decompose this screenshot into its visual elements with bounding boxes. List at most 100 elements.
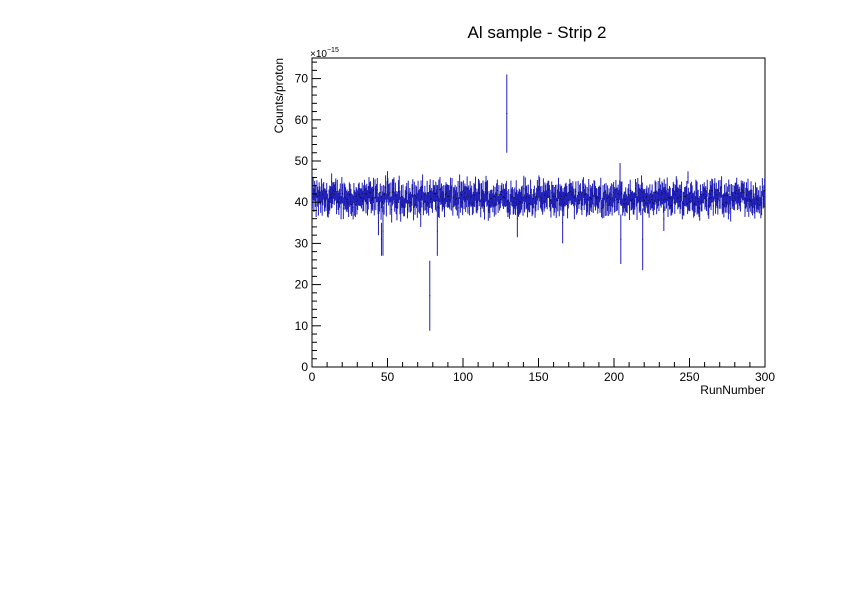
data-point xyxy=(761,191,763,216)
data-point xyxy=(407,199,409,219)
data-point xyxy=(496,179,498,202)
data-point xyxy=(761,178,763,197)
data-point xyxy=(603,192,605,218)
x-tick-label: 200 xyxy=(604,370,624,384)
data-point xyxy=(642,208,644,271)
data-point xyxy=(582,177,584,198)
data-point xyxy=(325,190,327,212)
data-point xyxy=(336,179,338,204)
data-point xyxy=(672,188,674,213)
data-point xyxy=(373,196,375,216)
data-point xyxy=(521,185,523,204)
y-tick-label: 50 xyxy=(295,154,309,168)
data-point xyxy=(636,195,638,220)
data-point xyxy=(743,181,745,204)
y-exponent-label: ×10−15 xyxy=(310,47,339,60)
axes-layer xyxy=(311,61,766,368)
data-point xyxy=(438,179,440,201)
data-point xyxy=(431,191,433,213)
data-point xyxy=(352,195,354,220)
data-point xyxy=(747,178,749,202)
data-point xyxy=(406,182,408,204)
data-point xyxy=(377,210,379,236)
data-point xyxy=(666,177,668,202)
data-point xyxy=(474,176,476,201)
data-point xyxy=(575,181,577,202)
data-point xyxy=(764,178,766,203)
data-point xyxy=(718,180,720,201)
data-point xyxy=(604,190,606,216)
data-point xyxy=(387,171,388,192)
data-point xyxy=(437,185,439,208)
data-point xyxy=(380,222,382,256)
data-point xyxy=(400,196,402,222)
y-exponent-power: −15 xyxy=(327,47,339,54)
data-point xyxy=(312,176,314,200)
data-point xyxy=(398,175,400,200)
data-point xyxy=(739,191,741,212)
data-point xyxy=(479,183,481,203)
data-point xyxy=(379,183,381,202)
x-tick-label: 0 xyxy=(309,370,316,384)
data-point xyxy=(587,194,589,216)
data-point xyxy=(407,180,409,204)
data-point xyxy=(436,206,438,256)
data-point xyxy=(342,197,344,220)
data-point xyxy=(422,174,424,201)
data-point xyxy=(459,174,461,200)
data-point xyxy=(443,184,445,207)
data-point xyxy=(729,184,731,205)
data-point xyxy=(712,196,714,216)
data-point xyxy=(382,206,384,256)
tick-labels: 0 50 100 150 200 250 300 0 10 20 30 40 50 60 70 xyxy=(295,72,776,384)
data-point xyxy=(562,202,564,244)
data-point xyxy=(648,194,650,218)
data-point xyxy=(383,192,385,215)
data-point xyxy=(728,179,730,192)
data-point xyxy=(605,183,607,203)
y-axis-label: Counts/proton xyxy=(272,58,286,133)
data-point xyxy=(516,200,518,238)
data-point xyxy=(320,178,322,203)
data-point xyxy=(508,189,510,213)
data-point xyxy=(640,188,642,216)
chart-title: Al sample - Strip 2 xyxy=(468,23,607,42)
y-tick-label: 40 xyxy=(295,195,309,209)
data-point xyxy=(730,195,732,222)
data-point xyxy=(326,182,328,200)
data-point xyxy=(413,181,415,208)
data-point xyxy=(619,163,621,201)
data-point xyxy=(620,214,622,264)
data-point xyxy=(558,177,560,200)
data-point xyxy=(542,178,544,204)
y-tick-label: 0 xyxy=(301,360,308,374)
data-point xyxy=(759,185,761,207)
data-point xyxy=(477,191,479,211)
data-point xyxy=(712,179,714,203)
x-axis-label: RunNumber xyxy=(700,383,765,397)
data-point xyxy=(592,194,594,213)
data-point xyxy=(705,190,707,212)
data-point xyxy=(340,195,342,220)
data-point xyxy=(718,192,720,209)
data-point xyxy=(621,181,623,206)
data-point xyxy=(728,195,730,214)
data-point xyxy=(554,184,556,208)
data-point xyxy=(714,178,716,200)
x-tick-label: 100 xyxy=(453,370,473,384)
data-point xyxy=(610,183,612,206)
data-point xyxy=(628,194,630,220)
y-exponent-base: ×10 xyxy=(310,49,327,60)
data-point xyxy=(339,183,341,205)
data-point xyxy=(591,183,593,205)
data-point xyxy=(634,192,636,210)
data-point xyxy=(480,199,482,218)
data-point xyxy=(393,177,395,201)
data-point xyxy=(533,185,535,204)
data-point xyxy=(614,188,616,212)
data-point xyxy=(497,196,499,213)
data-point xyxy=(506,74,508,153)
data-point xyxy=(524,194,526,213)
y-tick-label: 10 xyxy=(295,319,309,333)
